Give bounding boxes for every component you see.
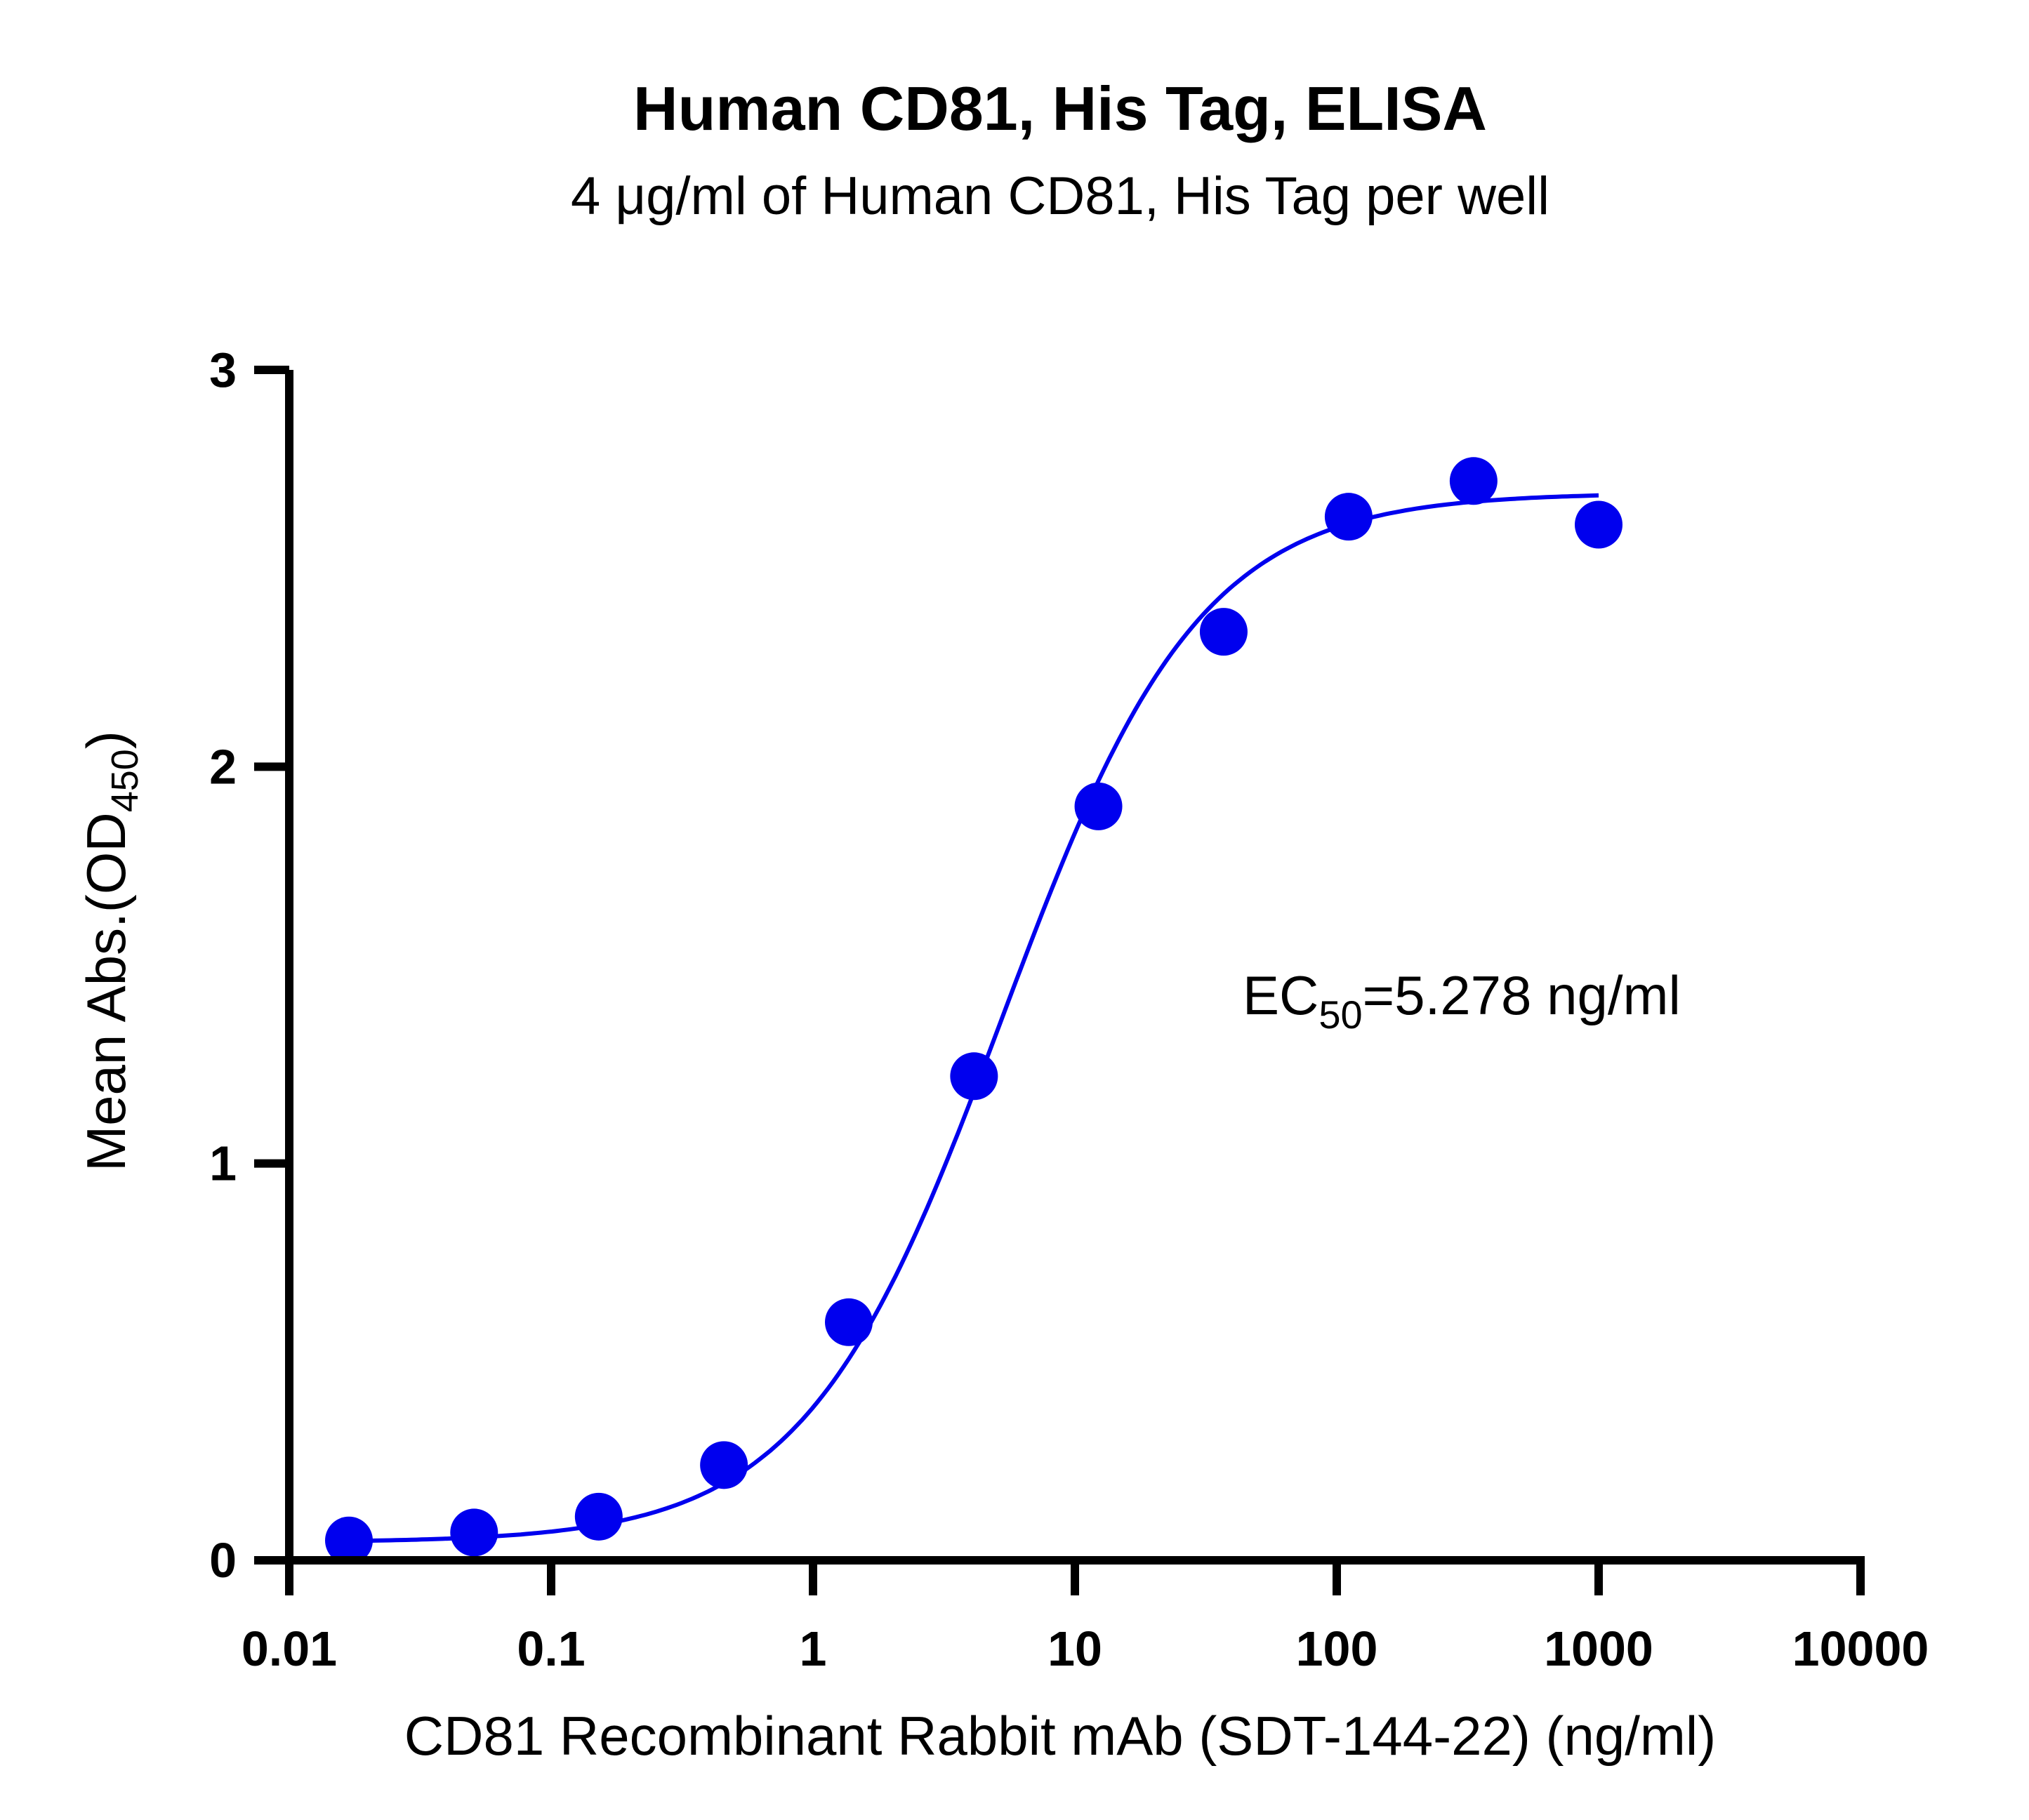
y-axis-label-main: Mean Abs.(OD <box>75 812 137 1171</box>
y-tick-label: 0 <box>209 1533 237 1588</box>
x-tick-label: 1 <box>800 1621 827 1676</box>
data-point <box>950 1052 998 1101</box>
chart-title: Human CD81, His Tag, ELISA <box>633 74 1487 143</box>
data-point <box>1074 782 1123 830</box>
y-tick-label: 3 <box>209 343 237 397</box>
ec50-prefix: EC <box>1243 964 1318 1026</box>
data-point <box>824 1298 873 1346</box>
data-points-layer <box>325 457 1622 1565</box>
data-point <box>1449 457 1498 505</box>
y-axis-ticks: 0 1 2 3 <box>209 343 289 1588</box>
x-tick-label: 10000 <box>1792 1621 1929 1676</box>
y-axis-label: Mean Abs.(OD450) <box>75 731 146 1171</box>
y-axis-label-sub: 450 <box>104 749 146 812</box>
ec50-annotation: EC50=5.278 ng/ml <box>1243 964 1681 1037</box>
x-tick-label: 0.01 <box>242 1621 337 1676</box>
x-axis-label: CD81 Recombinant Rabbit mAb (SDT-144-22)… <box>404 1705 1716 1767</box>
chart-subtitle: 4 μg/ml of Human CD81, His Tag per well <box>571 166 1549 226</box>
data-point <box>574 1492 623 1541</box>
ec50-sub: 50 <box>1318 992 1362 1037</box>
y-tick-label: 1 <box>209 1136 237 1191</box>
y-tick-label: 2 <box>209 739 237 794</box>
x-axis-ticks: 0.01 0.1 1 10 100 1000 10000 <box>242 1560 1929 1676</box>
data-point <box>450 1508 498 1557</box>
data-point <box>325 1516 374 1565</box>
x-tick-label: 10 <box>1047 1621 1102 1676</box>
y-axis-label-close: ) <box>75 731 137 749</box>
data-point <box>1575 500 1622 549</box>
x-tick-label: 100 <box>1296 1621 1378 1676</box>
x-tick-label: 0.1 <box>517 1621 585 1676</box>
data-point <box>1324 493 1373 541</box>
x-tick-label: 1000 <box>1544 1621 1653 1676</box>
data-point <box>1199 608 1248 656</box>
data-point <box>700 1441 748 1489</box>
ec50-value: =5.278 ng/ml <box>1363 964 1681 1026</box>
